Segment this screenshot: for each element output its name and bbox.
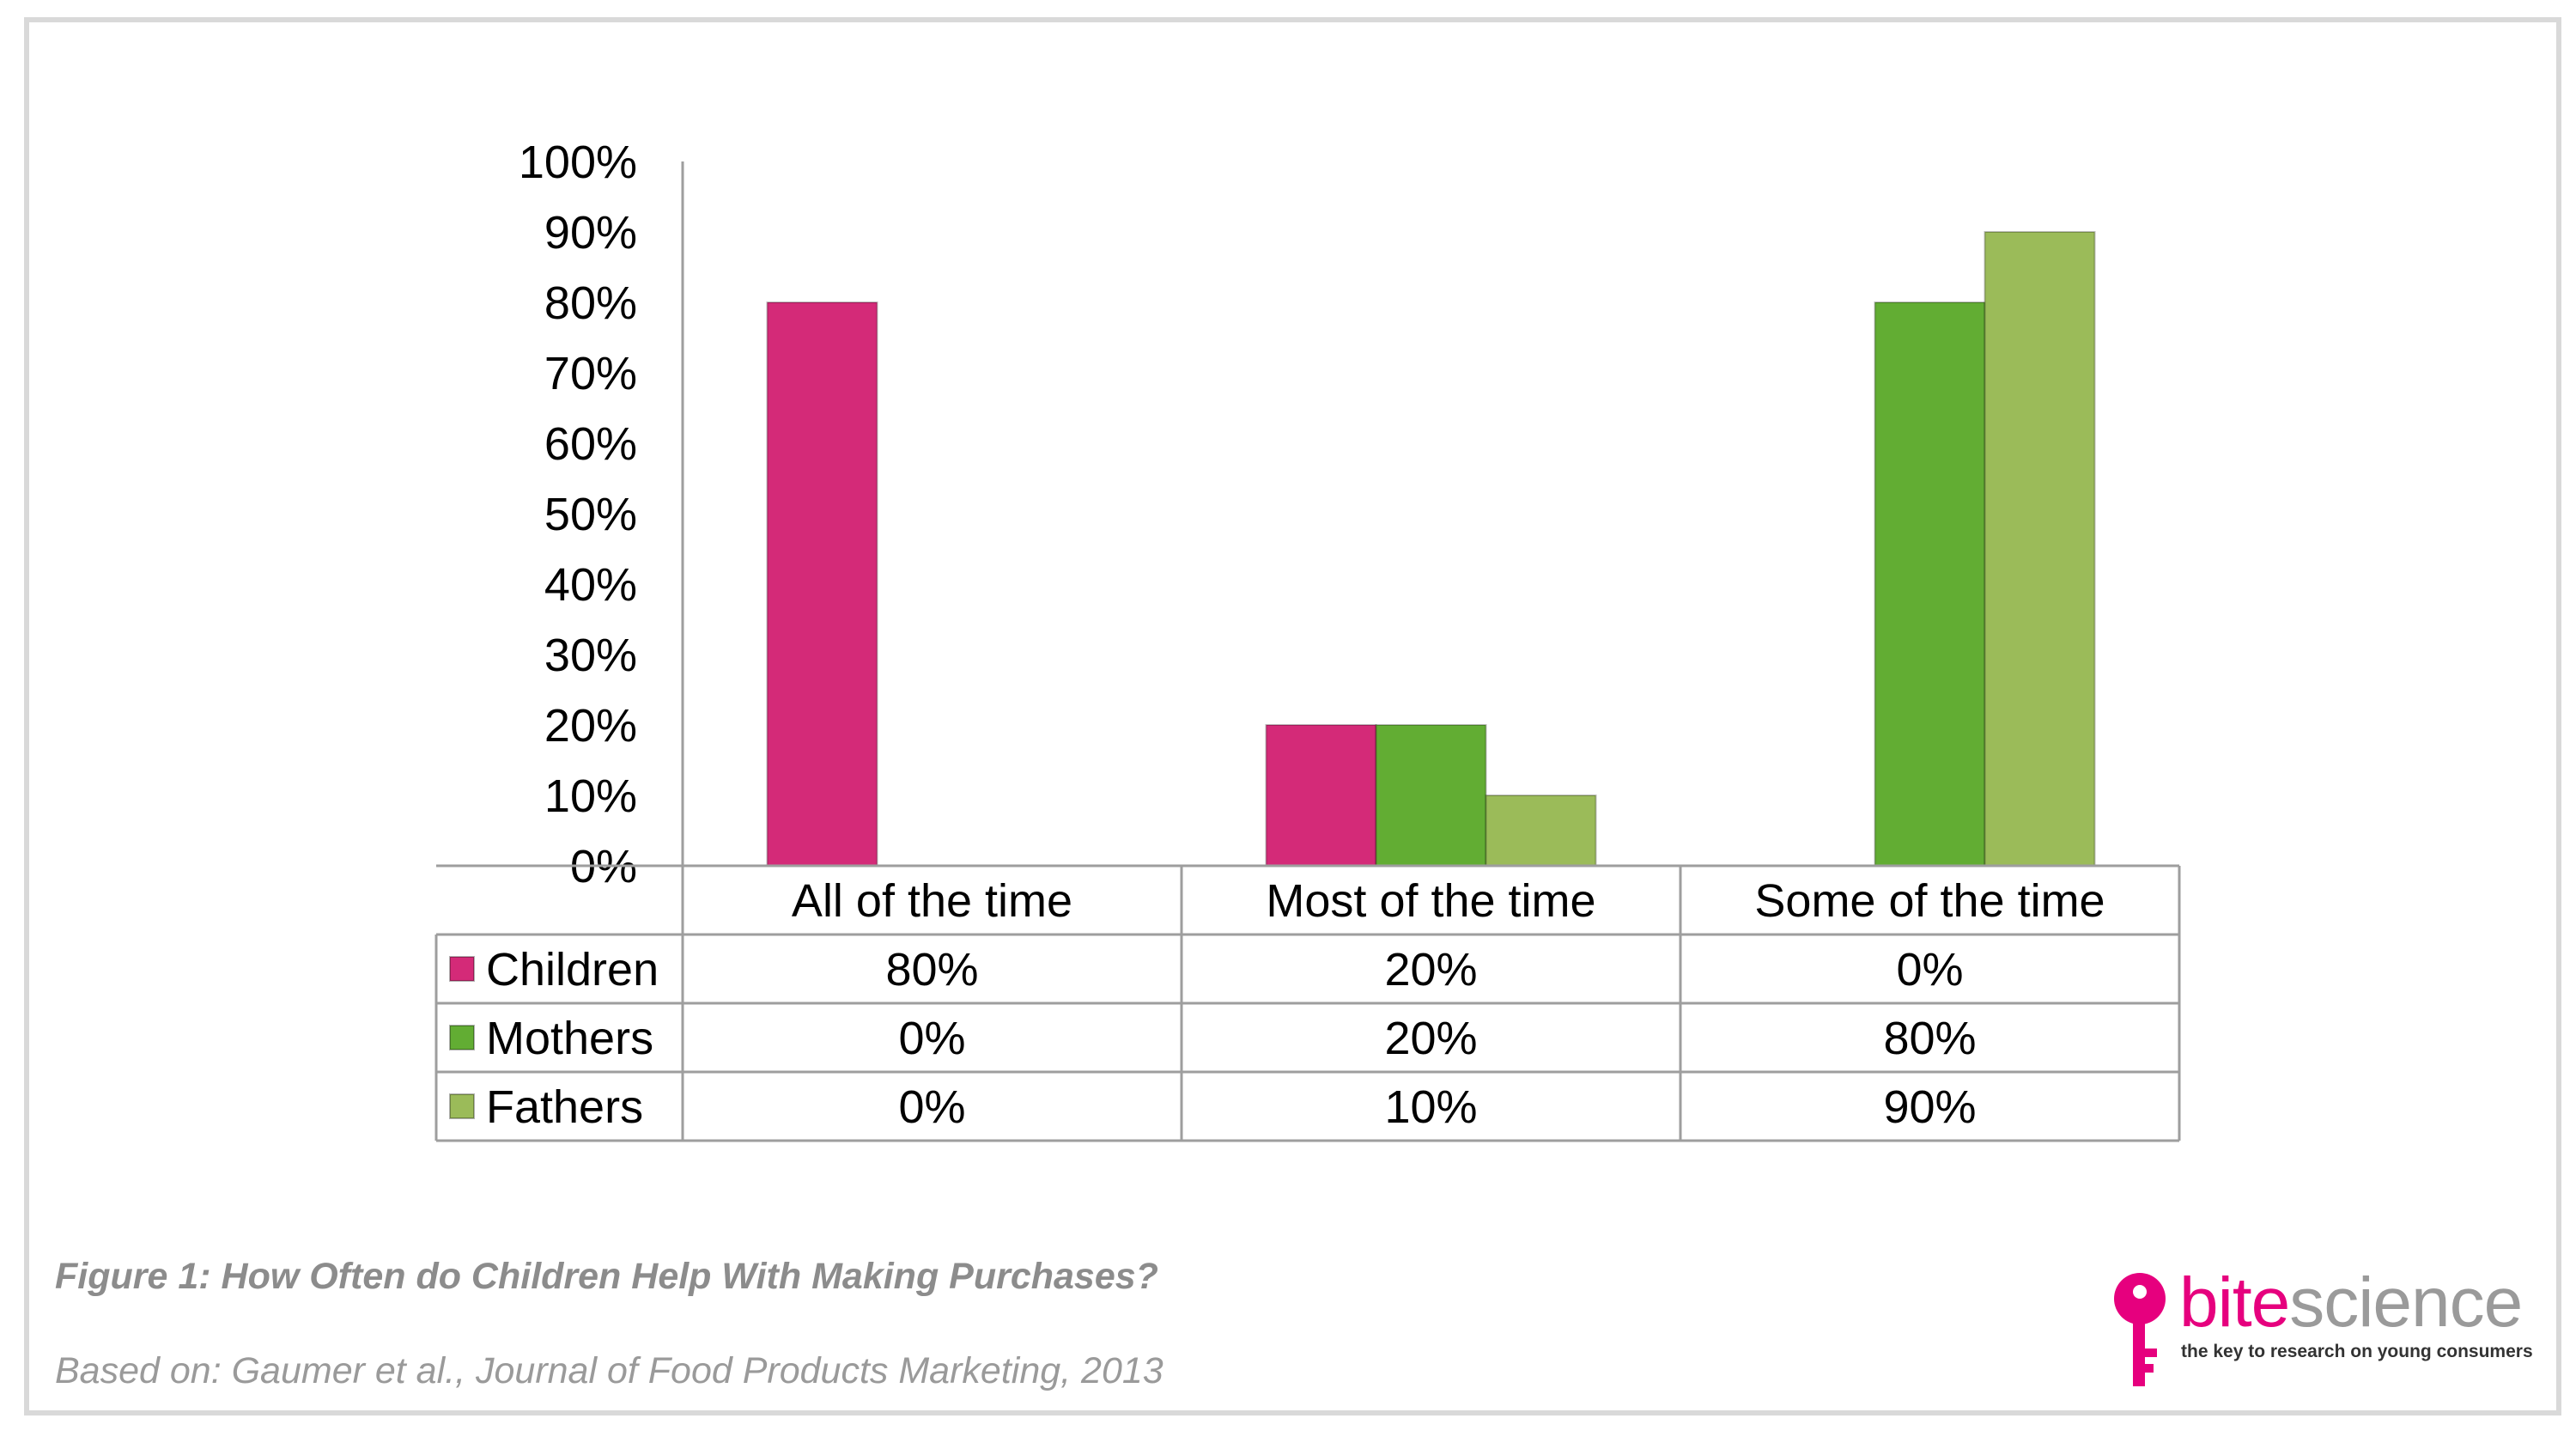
- bar-fathers-2: [1485, 795, 1597, 867]
- y-tick-label: 60%: [544, 418, 637, 470]
- y-tick-label: 40%: [544, 559, 637, 611]
- y-tick-label: 70%: [544, 348, 637, 399]
- logo-wordmark-head: bite: [2179, 1263, 2290, 1342]
- bitescience-logo: bitescience the key to research on young…: [2109, 1263, 2533, 1390]
- legend-swatch-fathers: [449, 1093, 475, 1119]
- y-tick-label: 80%: [544, 277, 637, 329]
- legend-label-mothers: Mothers: [486, 1013, 653, 1064]
- figure-caption: Figure 1: How Often do Children Help Wit…: [55, 1256, 1158, 1297]
- x-category-label: Most of the time: [1266, 875, 1595, 927]
- key-icon: [2114, 1273, 2166, 1386]
- data-table-value: 0%: [1896, 944, 1963, 995]
- bar-children-1: [766, 301, 878, 867]
- legend-label-fathers: Fathers: [486, 1081, 643, 1133]
- bar-mothers-3: [1874, 301, 1986, 867]
- legend-swatch-children: [449, 956, 475, 982]
- bars: [766, 231, 2096, 867]
- y-axis: 0%10%20%30%40%50%60%70%80%90%100%: [519, 137, 684, 892]
- x-category-label: Some of the time: [1754, 875, 2105, 927]
- logo-wordmark-tail: science: [2289, 1263, 2523, 1342]
- bar-mothers-2: [1375, 724, 1487, 867]
- logo-wordmark: bitescience: [2179, 1263, 2523, 1343]
- data-table-value: 0%: [898, 1013, 965, 1064]
- data-table-value: 90%: [1883, 1081, 1976, 1133]
- data-table-value: 20%: [1384, 944, 1477, 995]
- y-tick-label: 90%: [544, 207, 637, 259]
- data-table-value: 20%: [1384, 1013, 1477, 1064]
- y-tick-label: 50%: [544, 489, 637, 540]
- legend-swatch-mothers: [449, 1025, 475, 1050]
- y-tick-label: 10%: [544, 770, 637, 822]
- y-tick-label: 30%: [544, 630, 637, 681]
- data-table-value: 0%: [898, 1081, 965, 1133]
- logo-tagline: the key to research on young consumers: [2181, 1342, 2533, 1361]
- figure-frame: [24, 17, 2561, 1416]
- legend-label-children: Children: [486, 944, 659, 995]
- data-table-value: 80%: [885, 944, 978, 995]
- bar-chart: 0% 10% 20% 30% 40% 50% 60% 70% 80% 90% 100% All of…: [434, 137, 2181, 1142]
- x-category-label: All of the time: [792, 875, 1072, 927]
- source-citation: Based on: Gaumer et al., Journal of Food…: [55, 1350, 1163, 1391]
- data-table: All of the time Most of the time Some of t…: [434, 864, 2181, 1142]
- data-table-value: 10%: [1384, 1081, 1477, 1133]
- bar-children-2: [1265, 724, 1377, 867]
- bar-fathers-3: [1984, 231, 2096, 867]
- data-table-value: 80%: [1883, 1013, 1976, 1064]
- y-tick-label: 20%: [544, 700, 637, 752]
- y-tick-label: 100%: [519, 137, 637, 188]
